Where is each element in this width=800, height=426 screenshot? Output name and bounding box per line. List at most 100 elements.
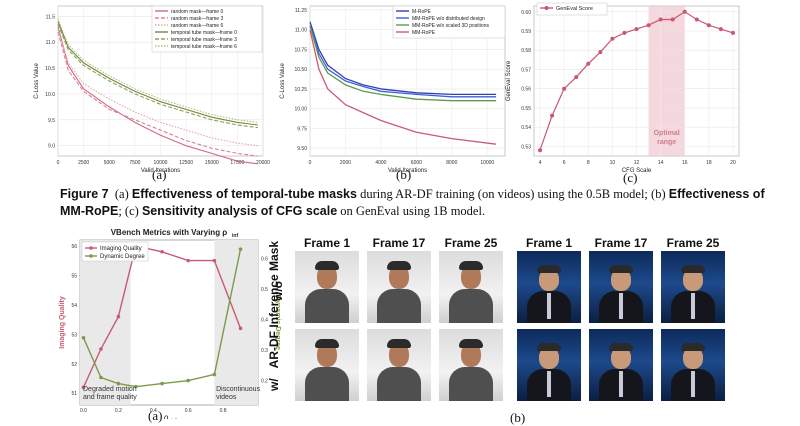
y-tick-label: 55 xyxy=(71,273,77,279)
y-tick-label: 56 xyxy=(71,244,77,250)
x-tick-label: 0.8 xyxy=(220,408,227,414)
series-line xyxy=(57,29,258,147)
panel-a-label: (a) xyxy=(152,167,167,182)
annotation-degraded: Degraded motion xyxy=(83,386,137,393)
frame-title: Frame 17 xyxy=(594,236,648,250)
legend-box xyxy=(536,2,608,16)
legend-marker xyxy=(89,254,93,258)
loss-chart-mm-rope: 9.50 9.75 10.00 10.25 10.50 10.75 11.00 11.25 0 2… xyxy=(280,5,506,174)
series-line xyxy=(57,21,258,126)
series-line xyxy=(82,249,242,388)
x-tick-label: 0.0 xyxy=(80,408,87,414)
optimal-range-label: range xyxy=(657,139,676,146)
panel-b-label: (b) xyxy=(396,167,412,182)
x-tick-label: 4000 xyxy=(375,160,386,166)
annotation-discontinuous: videos xyxy=(216,394,237,401)
series-line xyxy=(57,26,258,165)
y-tick-label: 0.55 xyxy=(521,106,531,112)
x-tick-label: 2000 xyxy=(340,160,351,166)
frame-title: Frame 25 xyxy=(444,236,498,250)
legend-label: GenEval Score xyxy=(556,6,593,12)
y-tick-label: 0.53 xyxy=(521,144,531,150)
data-point xyxy=(622,30,627,35)
x-tick-label: 20 xyxy=(730,160,736,166)
caption-bold: Effectiveness of MM-RoPE xyxy=(60,187,765,218)
caption-figure-number: Figure 7 xyxy=(60,187,109,201)
legend-box xyxy=(151,5,263,53)
x-tick-label: 0 xyxy=(309,160,312,166)
data-point xyxy=(116,314,121,319)
vbench-chart: VBench Metrics with Varying ρ inf 51 52 53 54… xyxy=(59,228,281,419)
legend-label: Dynamic Degree xyxy=(100,254,145,260)
x-tick-label: 10000 xyxy=(154,160,168,166)
x-tick-label: 10000 xyxy=(480,160,494,166)
y-tick-label: 9.50 xyxy=(297,146,307,152)
frame-image-anchor xyxy=(661,251,725,323)
frame-title: Frame 17 xyxy=(372,236,426,250)
cfg-scale-chart: 0.53 0.54 0.55 0.56 0.57 0.58 0.59 0.60 4 6 8 10 12 1… xyxy=(506,2,740,174)
series-line xyxy=(82,245,242,388)
annotation-discontinuous: Discontinuous xyxy=(216,386,260,393)
x-tick-label: 7500 xyxy=(129,160,140,166)
x-tick-label: 6 xyxy=(563,160,566,166)
frame-image-person xyxy=(367,329,431,401)
legend-label: MM-RoPE w/o scaled 3D positions xyxy=(412,23,489,29)
panel-d-label: (a) xyxy=(148,408,163,423)
data-point xyxy=(706,23,711,28)
frame-title: Frame 1 xyxy=(525,236,573,250)
panel-e-label: (b) xyxy=(510,410,526,425)
loss-chart-temporal-tube: 9.0 9.5 10.0 10.5 11.0 11.5 0 2500 5000 7500 10000… xyxy=(34,5,270,174)
series-line xyxy=(309,29,497,145)
legend-label: M-RoPE xyxy=(412,9,432,15)
x-tick-label: 8 xyxy=(587,160,590,166)
chart-title: VBench Metrics with Varying ρ xyxy=(111,228,228,237)
y-tick-label: 9.75 xyxy=(297,126,307,132)
caption-part: during AR-DF training (on videos) using … xyxy=(360,187,666,201)
x-tick-label: 0.2 xyxy=(115,408,122,414)
data-point xyxy=(99,347,103,351)
y2-tick-label: 0.4 xyxy=(261,317,268,323)
y-tick-label: 0.57 xyxy=(521,67,531,73)
y-axis-label: C-Loss Value xyxy=(34,63,40,99)
series-line xyxy=(57,31,258,157)
frame-image-anchor xyxy=(589,329,653,401)
x-tick-label: 0.6 xyxy=(185,408,192,414)
data-point xyxy=(186,378,190,383)
y-tick-label: 10.00 xyxy=(294,107,307,113)
y-tick-label: 0.59 xyxy=(521,29,531,35)
y-tick-label: 0.54 xyxy=(521,125,531,131)
x-tick-label: 10 xyxy=(610,160,616,166)
data-point xyxy=(658,17,663,22)
legend-label: random mask—frame 3 xyxy=(171,16,223,22)
x-tick-label: 6000 xyxy=(411,160,422,166)
optimal-range-label: Optimal xyxy=(654,130,680,137)
x-tick-label: 12500 xyxy=(179,160,193,166)
legend-label: temporal tube mask—frame 6 xyxy=(171,44,237,50)
row-label-with: w/ AR-DF Inference Mask xyxy=(267,240,281,391)
x-tick-label: 4 xyxy=(539,160,542,166)
data-point xyxy=(550,113,555,118)
series-line xyxy=(309,25,497,98)
legend-marker xyxy=(89,246,93,250)
x-tick-label: 20000 xyxy=(256,160,270,166)
y-axis-label: GenEval Score xyxy=(506,60,512,101)
series-line xyxy=(57,23,258,129)
legend-box xyxy=(81,241,149,262)
data-point xyxy=(610,36,615,41)
data-point xyxy=(238,326,243,331)
legend-label: MM-RoPE w/o distributed design xyxy=(412,16,485,22)
y-tick-label: 9.5 xyxy=(48,118,55,124)
data-point xyxy=(562,86,567,91)
y-axis-label: C-Loss Value xyxy=(280,63,286,99)
y-axis-label: Imaging Quality xyxy=(59,296,66,349)
frame-image-anchor xyxy=(589,251,653,323)
x-tick-label: 15000 xyxy=(205,160,219,166)
y2-tick-label: 0.5 xyxy=(261,287,268,293)
shaded-region-left xyxy=(80,240,131,405)
annotation-degraded: and frame quality xyxy=(83,394,137,401)
caption-bold: Sensitivity analysis of CFG scale xyxy=(141,204,338,218)
x-axis-label: Valid Iterations xyxy=(388,168,427,174)
y-tick-label: 52 xyxy=(71,362,77,368)
x-tick-label: 2500 xyxy=(78,160,89,166)
x-tick-label: 14 xyxy=(658,160,664,166)
